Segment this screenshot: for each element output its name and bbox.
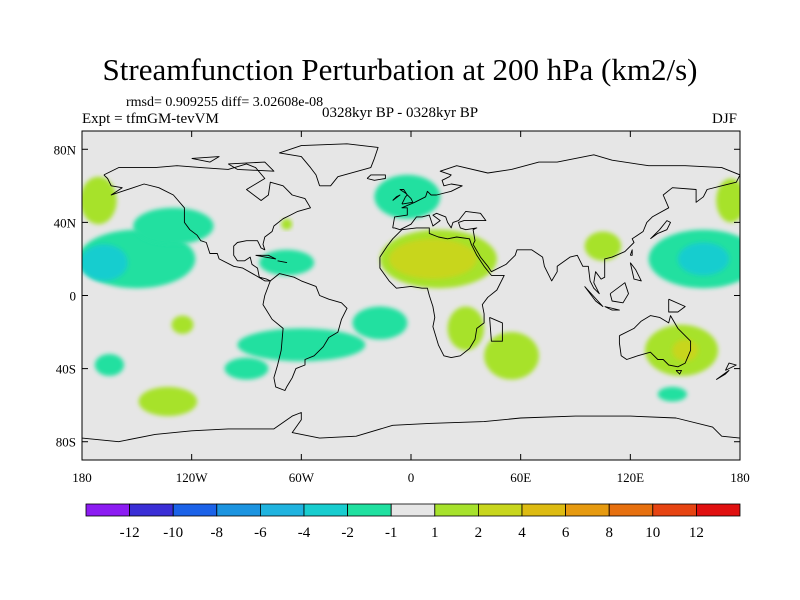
colorbar-swatch	[216, 503, 261, 517]
colorbar-swatch	[259, 503, 305, 517]
colorbar-swatch	[390, 503, 436, 517]
coastline-9	[366, 174, 386, 181]
colorbar-swatch	[172, 503, 218, 517]
colorbar-label: -10	[163, 525, 183, 541]
lat-tick-label: 40S	[56, 362, 76, 377]
axis-ticks: 80N 40N 0 40S 80S 180 120W 60W 0 60E 120E 180	[54, 131, 750, 485]
anomaly-region-5	[281, 218, 293, 230]
coastline-10	[489, 316, 503, 342]
colorbar-label: 4	[518, 525, 526, 541]
coastlines	[82, 143, 740, 443]
experiment-label: Expt = tfmGM-tevVM	[82, 111, 219, 127]
colorbar-label: 2	[475, 525, 483, 541]
coastline-0	[103, 163, 311, 282]
colorbar-label: -1	[385, 525, 398, 541]
lat-tick-label: 40N	[54, 215, 77, 230]
coastline-11	[584, 286, 604, 307]
season-label: DJF	[712, 111, 738, 127]
anomaly-region-19	[447, 306, 485, 351]
lat-tick-label: 80N	[54, 142, 77, 157]
coastline-5	[618, 315, 692, 368]
colorbar-swatch	[477, 503, 523, 517]
anomaly-region-14	[352, 306, 408, 340]
coastline-3	[379, 227, 505, 359]
coastline-16	[724, 362, 737, 371]
lon-tick-label: 180	[730, 470, 750, 485]
anomaly-region-9	[584, 231, 622, 261]
anomaly-region-16	[94, 353, 125, 376]
coastline-4	[392, 154, 740, 295]
lat-tick-label: 80S	[56, 435, 76, 450]
anomaly-region-23	[657, 386, 687, 402]
lon-tick-label: 60W	[289, 470, 315, 485]
colorbar-swatch	[696, 503, 741, 517]
colorbar-swatch	[521, 503, 566, 517]
coastline-7	[392, 194, 401, 201]
colorbar-label: -2	[341, 525, 354, 541]
coastline-21	[629, 262, 642, 282]
coastline-18	[675, 369, 682, 375]
coastline-1	[262, 273, 348, 391]
coastline-2	[278, 143, 379, 187]
anomaly-region-22	[672, 339, 698, 362]
anomaly-field	[82, 174, 740, 417]
anomaly-region-15	[171, 315, 194, 334]
coastline-15	[668, 298, 686, 313]
anomaly-region-0	[82, 176, 117, 225]
colorbar-swatch	[303, 503, 348, 517]
colorbar-label: -6	[254, 525, 267, 541]
colorbar-label: -12	[120, 525, 140, 541]
anomaly-region-11	[677, 242, 730, 276]
colorbar-label: 1	[431, 525, 439, 541]
lon-tick-label: 0	[408, 470, 415, 485]
colorbar-swatch	[652, 503, 697, 517]
coastline-23	[227, 161, 275, 172]
colorbar: -12 -10 -8 -6 -4 -2 -1 1 2 4 6 8 10 12	[85, 503, 741, 541]
colorbar-label: -8	[211, 525, 224, 541]
period-label: 0328kyr BP - 0328kyr BP	[322, 105, 479, 121]
coastline-19	[255, 254, 277, 260]
colorbar-swatch	[347, 503, 392, 517]
coastline-13	[609, 282, 629, 304]
colorbar-label: 6	[562, 525, 570, 541]
anomaly-region-8	[389, 238, 477, 280]
coastline-24	[191, 156, 220, 163]
lon-tick-label: 120W	[176, 470, 209, 485]
anomaly-region-17	[224, 357, 269, 380]
coastline-22	[629, 249, 633, 256]
colorbar-swatch	[608, 503, 654, 517]
rmsd-stats: rmsd= 0.909255 diff= 3.02608e-08	[126, 95, 324, 110]
chart-title: Streamfunction Perturbation at 200 hPa (…	[102, 52, 698, 87]
colorbar-label: 8	[605, 525, 613, 541]
anomaly-region-6	[374, 174, 441, 219]
colorbar-label: -4	[298, 525, 311, 541]
anomaly-region-13	[237, 328, 366, 362]
lat-tick-label: 0	[70, 289, 77, 304]
colorbar-label: 10	[645, 525, 660, 541]
anomaly-region-3	[133, 207, 214, 245]
colorbar-swatch	[129, 503, 174, 517]
coastline-8	[399, 189, 414, 205]
coastline-20	[277, 260, 288, 264]
anomaly-region-18	[138, 386, 198, 417]
lon-tick-label: 60E	[510, 470, 531, 485]
colorbar-swatch	[434, 503, 479, 517]
coastline-14	[650, 220, 671, 240]
colorbar-swatch	[565, 503, 610, 517]
anomaly-region-2	[82, 244, 128, 281]
anomaly-region-12	[716, 178, 740, 223]
coastline-17	[715, 369, 730, 380]
coastline-6	[82, 412, 740, 443]
lon-tick-label: 180	[72, 470, 92, 485]
colorbar-swatch	[85, 503, 130, 517]
lon-tick-label: 120E	[617, 470, 645, 485]
anomaly-region-20	[484, 332, 539, 380]
colorbar-label: 12	[689, 525, 704, 541]
coastline-12	[604, 306, 620, 311]
